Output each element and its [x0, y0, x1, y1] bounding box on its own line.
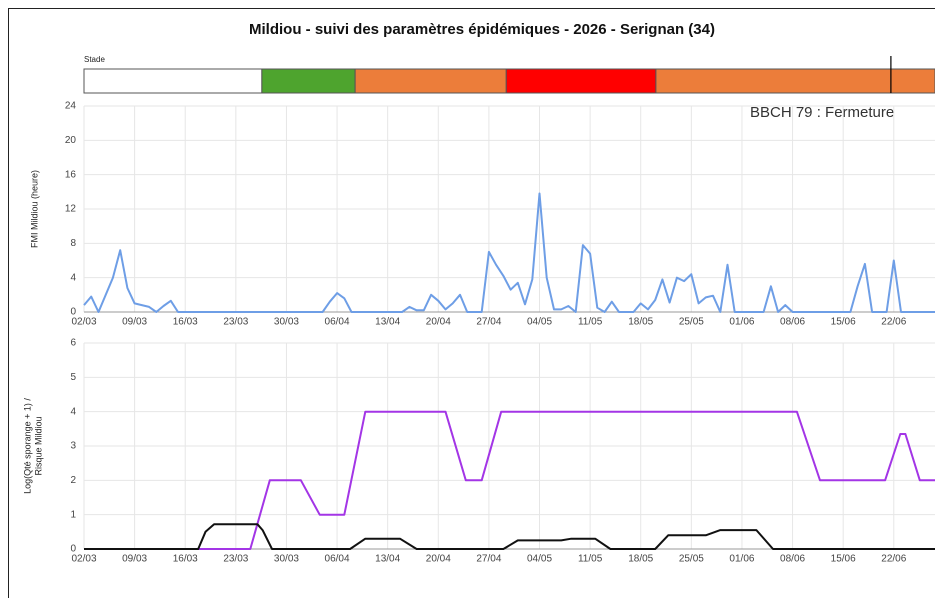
y-tick-label: 16	[65, 169, 77, 180]
frame	[8, 8, 935, 598]
stage-segment	[505, 68, 657, 94]
x-tick-label: 13/04	[375, 554, 400, 565]
y-tick-label: 12	[65, 204, 77, 215]
x-tick-label: 30/03	[274, 317, 299, 328]
x-tick-label: 11/05	[578, 554, 603, 565]
annotation: BBCH 79 : Fermeture	[750, 104, 894, 121]
y-tick-label: 24	[65, 101, 77, 112]
stage-label: Stade	[84, 55, 105, 64]
x-tick-label: 30/03	[274, 554, 299, 565]
y-tick-label: 8	[70, 238, 76, 249]
x-tick-label: 25/05	[679, 554, 704, 565]
x-tick-label: 01/06	[729, 554, 754, 565]
x-tick-label: 06/04	[325, 554, 350, 565]
x-tick-label: 15/06	[831, 317, 856, 328]
y-tick-label: 4	[70, 272, 76, 283]
x-tick-label: 15/06	[831, 554, 856, 565]
x-tick-label: 23/03	[223, 554, 248, 565]
x-tick-label: 18/05	[628, 554, 653, 565]
x-tick-label: 20/04	[426, 317, 451, 328]
x-tick-label: 25/05	[679, 317, 704, 328]
y-tick-label: 6	[70, 338, 76, 349]
stage-segment	[83, 68, 263, 94]
y-tick-label: 2	[70, 475, 76, 486]
chart-title: Mildiou - suivi des paramètres épidémiqu…	[249, 21, 715, 38]
x-tick-label: 04/05	[527, 317, 552, 328]
y-tick-label: 5	[70, 372, 76, 383]
x-tick-label: 16/03	[173, 317, 198, 328]
x-tick-label: 08/06	[780, 317, 805, 328]
x-tick-label: 23/03	[223, 317, 248, 328]
x-tick-label: 22/06	[881, 317, 906, 328]
x-tick-label: 01/06	[729, 317, 754, 328]
x-tick-label: 20/04	[426, 554, 451, 565]
stage-segment	[655, 68, 935, 94]
y-tick-label: 0	[70, 544, 76, 555]
y-axis-label: FMI Mildiou (heure)	[29, 170, 39, 248]
x-tick-label: 13/04	[375, 317, 400, 328]
x-tick-label: 16/03	[173, 554, 198, 565]
x-tick-label: 09/03	[122, 317, 147, 328]
x-tick-label: 04/05	[527, 554, 552, 565]
x-tick-label: 02/03	[71, 554, 96, 565]
y-tick-label: 20	[65, 135, 77, 146]
line-series	[83, 192, 935, 313]
y-axis-label: Risque Mildiou	[33, 416, 43, 475]
x-tick-label: 27/04	[476, 317, 501, 328]
y-axis-label: Log(Qté sporange + 1) /	[22, 398, 32, 494]
stage-segment	[261, 68, 356, 94]
y-tick-label: 0	[70, 307, 76, 318]
y-tick-label: 1	[70, 509, 76, 520]
stage-segment	[354, 68, 507, 94]
x-tick-label: 08/06	[780, 554, 805, 565]
x-tick-label: 02/03	[71, 317, 96, 328]
x-tick-label: 22/06	[881, 554, 906, 565]
x-tick-label: 11/05	[578, 317, 603, 328]
x-tick-label: 06/04	[325, 317, 350, 328]
x-tick-label: 09/03	[122, 554, 147, 565]
x-tick-label: 18/05	[628, 317, 653, 328]
x-tick-label: 27/04	[476, 554, 501, 565]
y-tick-label: 3	[70, 441, 76, 452]
line-series	[84, 523, 935, 550]
line-series	[84, 410, 935, 550]
y-tick-label: 4	[70, 406, 76, 417]
